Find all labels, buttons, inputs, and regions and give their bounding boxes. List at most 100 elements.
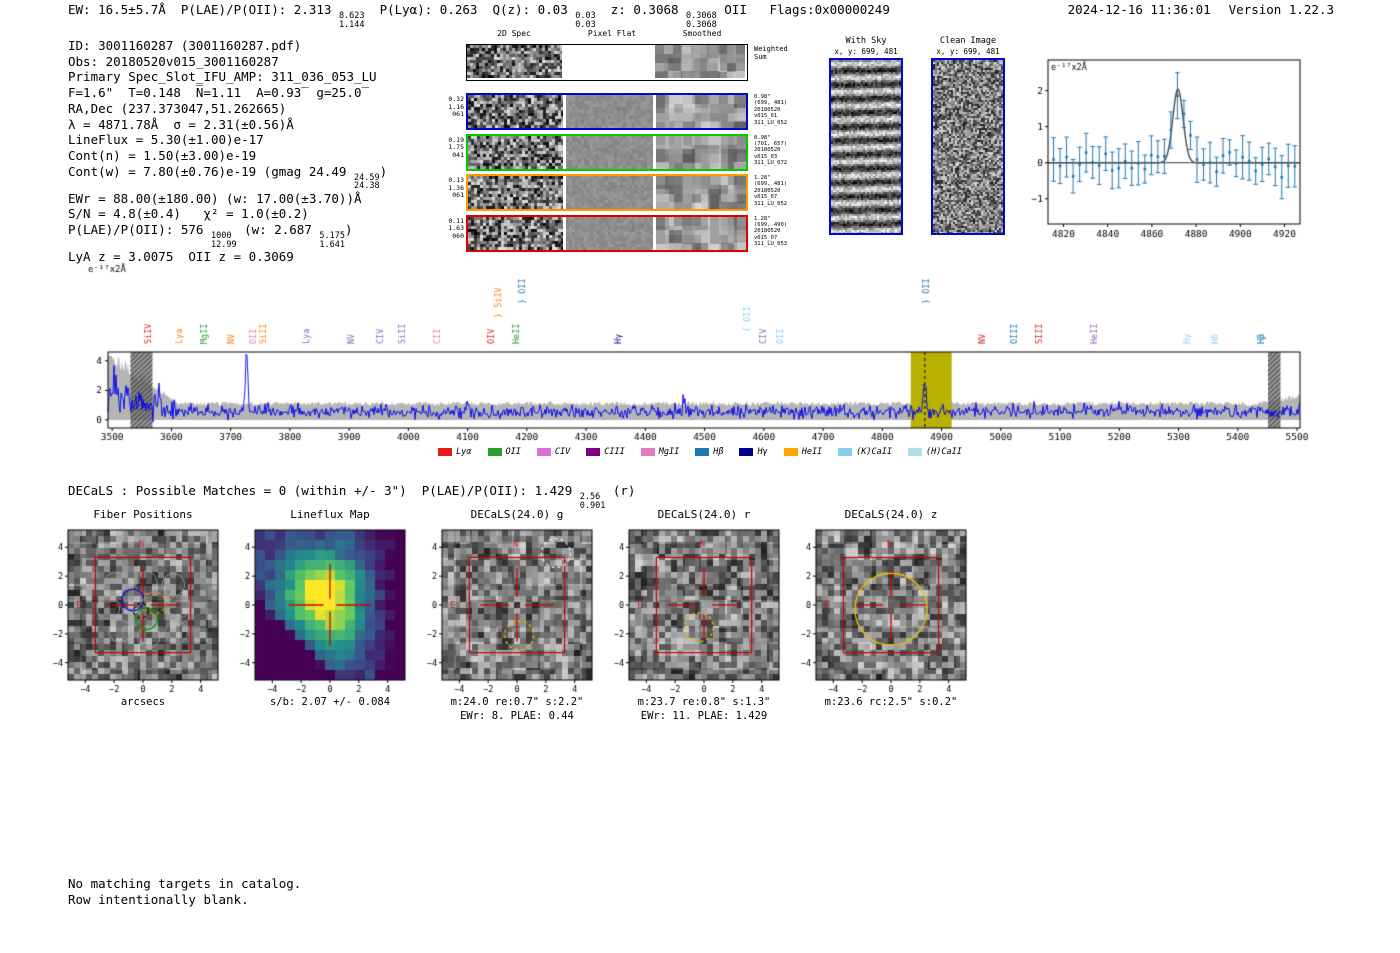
clean-image-frame: [931, 58, 1005, 235]
stacked-fraction: 24.59 24.38: [353, 172, 380, 192]
spec2d-col-header: Smoothed: [682, 29, 722, 38]
spec2d-strip: [466, 133, 748, 171]
spectrum-legend: Lyα OII CIV CIII MgII Hβ Hγ HeII (K)CaII (H)CaII: [0, 447, 1400, 457]
info-line: λ = 4871.78Å σ = 2.31(±0.56)Å: [68, 116, 294, 132]
spec2d-row-annotation: 0.98" (699, 481) 20180520 v015_01 311_LU_052: [754, 94, 788, 126]
info-line: EWr = 88.00(±180.00) (w: 17.00(±3.70))Å: [68, 190, 362, 206]
cutout-title-decals-g: DECaLS(24.0) g: [470, 508, 564, 521]
detection-info-block: ID: 3001160287 (3001160287.pdf) Obs: 2018…: [68, 38, 387, 265]
cutout-image-decals-z: [788, 526, 978, 696]
legend-label: CIII: [604, 447, 625, 457]
cutout-image-decals-g: [414, 526, 604, 696]
legend-label: (K)CaII: [856, 447, 893, 457]
stacked-fraction: 1000 12.99: [211, 231, 237, 250]
legend-swatch: [908, 448, 923, 456]
spec2d-col-header: 2D Spec: [497, 29, 531, 38]
spec2d-row-left-labels: 0.32 1.16 061: [448, 95, 464, 118]
report-datetime: 2024-12-16 11:36:01: [1067, 2, 1211, 17]
info-line: ID: 3001160287 (3001160287.pdf): [68, 38, 302, 53]
cutout-title-fiber-positions: Fiber Positions: [93, 508, 193, 521]
legend-label: (H)CaII: [926, 447, 962, 457]
legend-label: HeII: [801, 447, 823, 457]
info-line: Cont(w) = 7.80(±0.76)e-19 (gmag 24.49 24…: [68, 163, 388, 192]
cutout-title-decals-r: DECaLS(24.0) r: [657, 508, 751, 521]
info-line: F=1.6" T=0.148 N̅=1.11 A=0.93̅ g=25.0̅: [68, 85, 362, 101]
cutout-caption-lineflux-map: s/b: 2.07 +/- 0.084: [269, 696, 391, 708]
with-sky-coords: x, y: 699, 481: [834, 47, 898, 56]
spec2d-row-annotation: 1.28" (699, 481) 20180520 v015_07 311_LU_052: [754, 175, 788, 207]
legend-item: MgII: [640, 447, 680, 457]
header-summary: EW: 16.5±5.7Å P(LAE)/P(OII): 2.313 8.623…: [68, 2, 890, 30]
cutout-title-lineflux-map: Lineflux Map: [290, 508, 370, 521]
clean-image-coords: x, y: 699, 481: [936, 47, 1000, 56]
legend-label: CIV: [554, 447, 571, 457]
legend-item: (K)CaII: [838, 447, 892, 457]
spec2d-row-annotation: 0.98" (701, 657) 20180520 v015_03 311_LU_072: [754, 134, 788, 167]
spec2d-cutout: [566, 95, 653, 128]
cutout-caption-decals-r: EWr: 11. PLAE: 1.429: [640, 710, 768, 722]
spec2d-cutout: [467, 45, 562, 78]
spec2d-row-left-labels: 0.11 1.63 060: [448, 216, 464, 240]
legend-swatch: [487, 448, 502, 456]
spec2d-cutout: [566, 176, 653, 209]
legend-swatch: [739, 448, 754, 456]
cutout-caption-decals-z: m:23.6 rc:2.5" s:0.2": [824, 696, 958, 708]
spec2d-row-annotation: 1.28" (699, 490) 20180520 v015_07 311_LU_053: [754, 215, 788, 248]
spec2d-strip: [466, 93, 748, 130]
cutout-image-lineflux-map: [227, 526, 417, 696]
spec2d-col-header: Pixel Flat: [587, 29, 637, 38]
with-sky-image-frame: [829, 58, 903, 235]
legend-item: Hβ: [695, 447, 723, 457]
spec2d-cutout: [566, 135, 653, 169]
stacked-fraction: 5.175 1.641: [319, 231, 345, 250]
info-line: Cont(n) = 1.50(±3.00)e-19: [68, 147, 257, 163]
spec2d-cutout: [566, 216, 653, 250]
cutout-caption-decals-r: m:23.7 re:0.8" s:1.3": [637, 696, 771, 708]
spec2d-row: 0.19 1.75 041 0.98" (701, 657) 20180520 v015_0…: [444, 133, 844, 172]
cutout-caption-fiber-positions: arcsecs: [120, 696, 166, 708]
full-spectrum-plot: [70, 258, 1330, 458]
legend-label: MgII: [658, 447, 680, 457]
legend-label: OII: [505, 447, 521, 457]
spec2d-cutout: [656, 95, 746, 128]
spec2d-row: 0.13 1.36 061 1.28" (699, 481) 20180520 v015_0…: [444, 174, 844, 212]
spec2d-cutout: [655, 45, 745, 78]
cutout-image-decals-r: [601, 526, 791, 696]
stacked-fraction: 2.56 0.901: [579, 492, 606, 511]
spec2d-row: 0.11 1.63 060 1.28" (699, 490) 20180520 v015_0…: [444, 214, 844, 253]
spec2d-strip: [466, 44, 748, 81]
info-line: S/N = 4.8(±0.4) χ² = 1.0(±0.2): [68, 206, 309, 222]
footer-note-1: No matching targets in catalog.: [68, 876, 302, 891]
spec2d-row: Weighted Sum: [444, 44, 844, 82]
spec2d-rows: Weighted Sum 0.32 1.16 061 0.98" (699, 481) 201…: [444, 44, 844, 256]
spec2d-cutout: [656, 176, 746, 209]
spec2d-cutout: [468, 95, 563, 128]
legend-item: Lyα: [438, 447, 472, 457]
legend-item: (H)CaII: [908, 447, 962, 457]
cutout-caption-decals-g: EWr: 8. PLAE: 0.44: [460, 710, 574, 722]
legend-item: HeII: [783, 447, 823, 457]
clean-image-title: Clean Image: [939, 36, 997, 46]
cutout-image-fiber-positions: [40, 526, 230, 696]
legend-swatch: [438, 448, 453, 456]
decals-match-summary: DECaLS : Possible Matches = 0 (within +/…: [68, 483, 636, 511]
footer-note-2: Row intentionally blank.: [68, 892, 249, 907]
spec2d-cutout: [468, 216, 563, 250]
stacked-fraction: 0.3068 0.3068: [686, 11, 717, 30]
spec2d-cutout: [656, 135, 746, 169]
stacked-fraction: 8.623 1.144: [338, 11, 365, 30]
info-line: RA,Dec (237.373047,51.262665): [68, 100, 287, 116]
legend-swatch: [783, 448, 798, 456]
legend-item: CIII: [586, 447, 625, 457]
legend-label: Hγ: [757, 447, 768, 457]
legend-swatch: [838, 448, 853, 456]
info-line: Obs: 20180520v015_3001160287: [68, 53, 279, 69]
spec2d-strip: [466, 174, 748, 211]
with-sky-image: [831, 60, 901, 233]
spec2d-row-left-labels: 0.19 1.75 041: [448, 135, 464, 159]
legend-label: Lyα: [456, 447, 472, 457]
report-version: Version 1.22.3: [1228, 2, 1334, 17]
legend-label: Hβ: [713, 447, 724, 457]
spec2d-row-left-labels: 0.13 1.36 061: [448, 176, 464, 199]
